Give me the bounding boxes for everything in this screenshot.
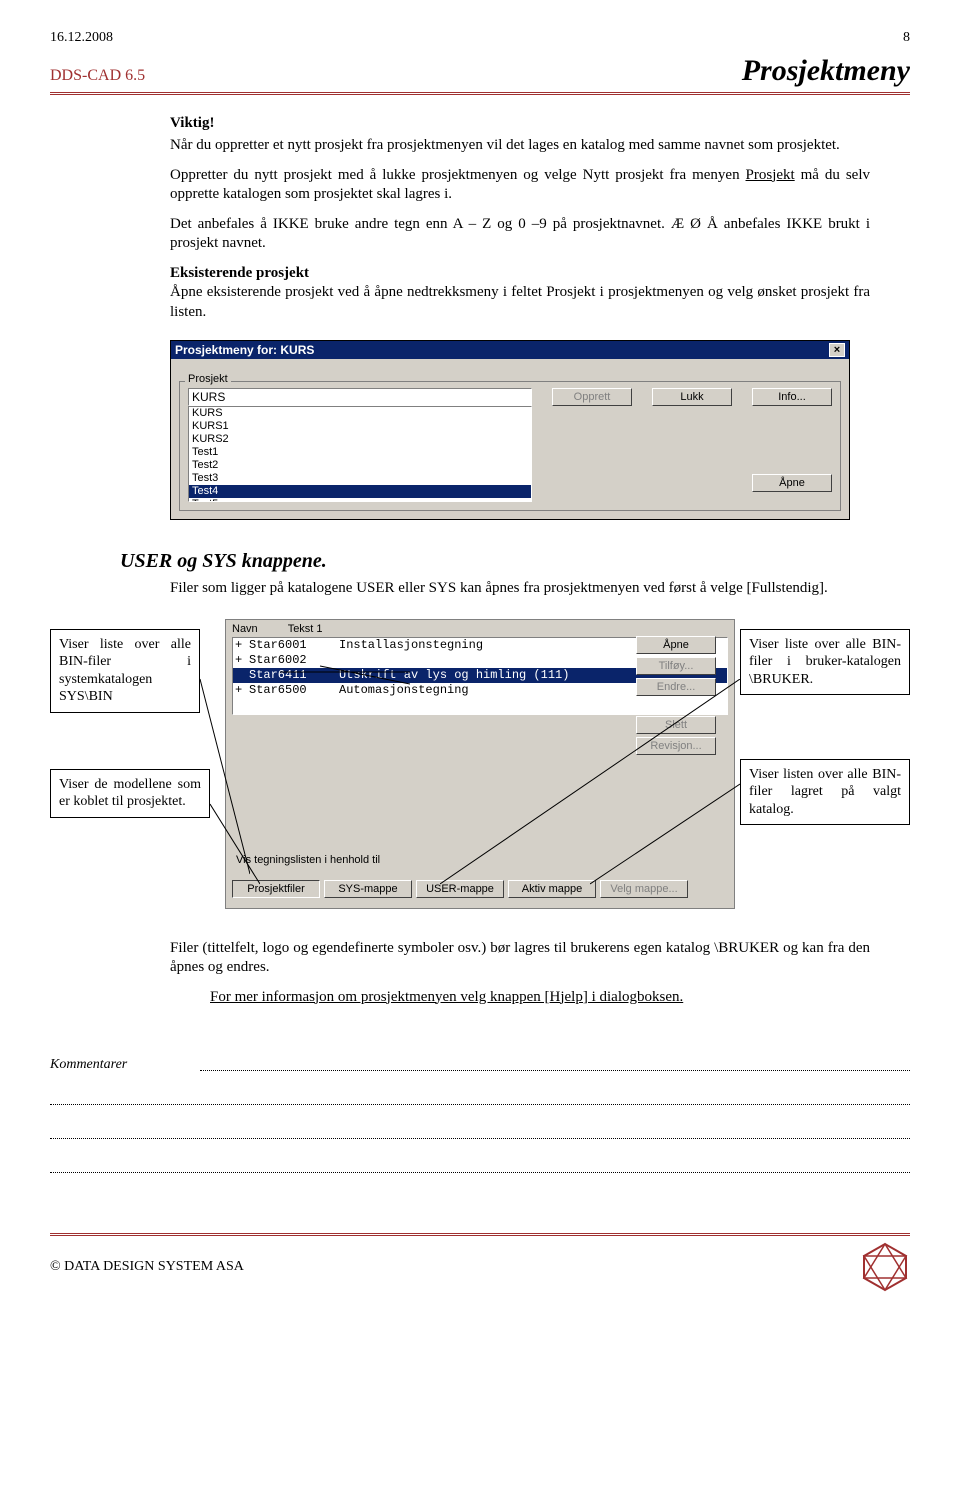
kommentarer-label: Kommentarer — [50, 1057, 200, 1091]
list-item[interactable]: Test1 — [189, 446, 531, 459]
revisjon-button[interactable]: Revisjon... — [636, 737, 716, 755]
page-title: Prosjektmeny — [742, 54, 910, 88]
filter-velgmappe-button[interactable]: Velg mappe... — [600, 880, 688, 898]
project-listbox[interactable]: KURSKURS1KURS2Test1Test2Test3Test4Test5 — [188, 406, 532, 502]
callout-bruker: Viser liste over alle BIN-filer i bruker… — [740, 629, 910, 696]
apne-button[interactable]: Åpne — [636, 636, 716, 654]
logo-icon — [860, 1242, 910, 1292]
list-item[interactable]: Test4 — [189, 485, 531, 498]
filter-prosjektfiler-button[interactable]: Prosjektfiler — [232, 880, 320, 898]
paragraph-2: Oppretter du nytt prosjekt med å lukke p… — [170, 166, 870, 205]
callout-valgt: Viser listen over alle BIN-filer lagret … — [740, 759, 910, 826]
callout-sys-bin: Viser liste over alle BIN-filer i system… — [50, 629, 200, 713]
list-item[interactable]: Test3 — [189, 472, 531, 485]
filter-sysmappe-button[interactable]: SYS-mappe — [324, 880, 412, 898]
section2-intro: Filer som ligger på katalogene USER elle… — [170, 579, 870, 599]
close-icon[interactable]: × — [829, 343, 845, 357]
info-button[interactable]: Info... — [752, 388, 832, 406]
heading-viktig: Viktig! — [170, 115, 870, 132]
paragraph-5: Filer (tittelfelt, logo og egendefinerte… — [170, 939, 870, 978]
list-item[interactable]: Test2 — [189, 459, 531, 472]
footer-copyright: © DATA DESIGN SYSTEM ASA — [50, 1259, 244, 1275]
apne-button[interactable]: Åpne — [752, 474, 832, 492]
section-heading: USER og SYS knappene. — [120, 550, 910, 573]
filter-label: Vis tegningslisten i henhold til — [236, 854, 380, 866]
comment-line — [200, 1057, 910, 1071]
paragraph-6: For mer informasjon om prosjektmenyen ve… — [210, 988, 870, 1008]
slett-button[interactable]: Slett — [636, 716, 716, 734]
list-item[interactable]: Test5 — [189, 498, 531, 502]
comment-line — [50, 1159, 910, 1173]
col-navn: Navn — [232, 623, 258, 635]
callout-models: Viser de modellene som er koblet til pro… — [50, 769, 210, 818]
screenshot-prosjektmeny: Prosjektmeny for: KURS × Prosjekt KURSKU… — [170, 340, 850, 520]
filter-aktivmappe-button[interactable]: Aktiv mappe — [508, 880, 596, 898]
paragraph-1: Når du oppretter et nytt prosjekt fra pr… — [170, 136, 870, 156]
paragraph-3: Det anbefales å IKKE bruke andre tegn en… — [170, 215, 870, 254]
header-date: 16.12.2008 — [50, 30, 113, 46]
header-pagenum: 8 — [903, 30, 910, 46]
filter-usermappe-button[interactable]: USER-mappe — [416, 880, 504, 898]
screenshot-filelist: Navn Tekst 1 +Star6001Installasjonstegni… — [225, 619, 735, 909]
comment-line — [50, 1091, 910, 1105]
endre-button[interactable]: Endre... — [636, 678, 716, 696]
fieldset-label: Prosjekt — [185, 373, 231, 385]
lukk-button[interactable]: Lukk — [652, 388, 732, 406]
paragraph-4: Eksisterende prosjekt Åpne eksisterende … — [170, 264, 870, 323]
list-item[interactable]: KURS1 — [189, 420, 531, 433]
list-item[interactable]: KURS2 — [189, 433, 531, 446]
comment-line — [50, 1125, 910, 1139]
dialog-title: Prosjektmeny for: KURS — [175, 343, 314, 357]
product-name: DDS-CAD 6.5 — [50, 67, 145, 85]
opprett-button[interactable]: Opprett — [552, 388, 632, 406]
col-tekst: Tekst 1 — [288, 623, 323, 635]
project-name-input[interactable] — [188, 388, 532, 406]
tilfoy-button[interactable]: Tilføy... — [636, 657, 716, 675]
list-item[interactable]: KURS — [189, 407, 531, 420]
